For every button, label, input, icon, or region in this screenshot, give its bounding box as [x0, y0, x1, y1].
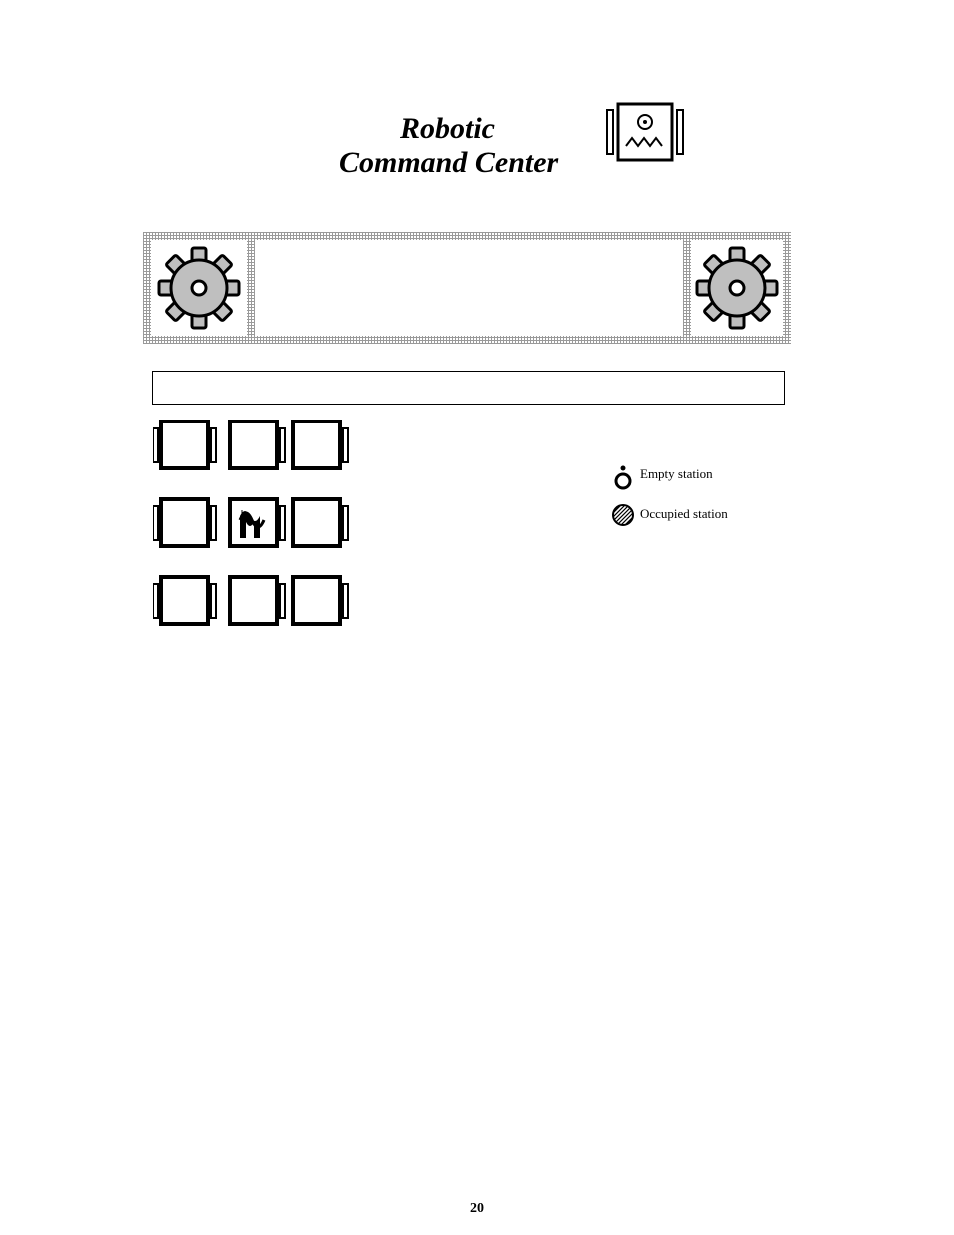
page-number: 20	[0, 1201, 954, 1217]
legend-filled-label: Occupied station	[640, 506, 728, 522]
gear-icon-left	[159, 248, 239, 328]
text-field-box[interactable]	[152, 371, 785, 405]
legend-open-label: Empty station	[640, 466, 713, 482]
gear-icon-right	[697, 248, 777, 328]
station-grid	[153, 420, 373, 640]
page: Robotic Command Center	[0, 0, 954, 1235]
legend-open-icon	[613, 464, 633, 490]
title-line-1: Robotic	[400, 112, 495, 146]
robot-logo	[606, 100, 684, 164]
legend-filled-icon	[611, 503, 635, 527]
banner	[143, 232, 791, 344]
title-line-2: Command Center	[339, 146, 558, 180]
